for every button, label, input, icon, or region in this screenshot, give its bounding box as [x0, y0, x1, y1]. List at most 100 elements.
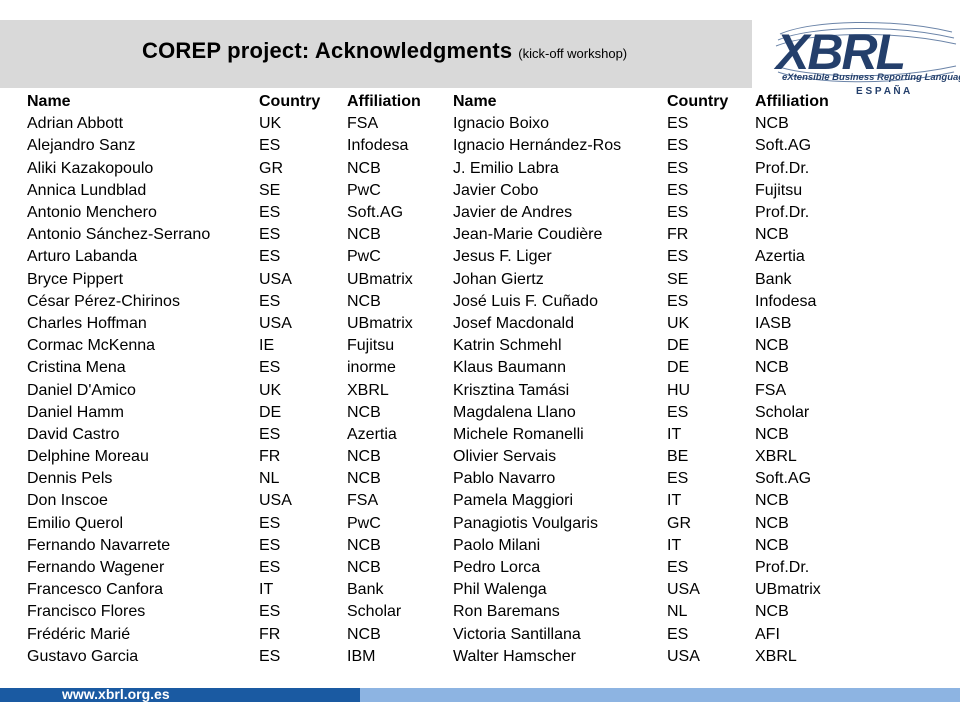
cell-name: David Castro — [27, 425, 120, 443]
table-row: Dennis Pels NL NCB Pablo Navarro ES Soft.AG — [27, 468, 847, 490]
cell-affiliation: Infodesa — [347, 137, 409, 155]
cell-name: Cristina Mena — [27, 359, 126, 377]
table-row: Francisco Flores ES Scholar Ron Baremans NL N… — [27, 601, 847, 623]
table-row: Antonio Menchero ES Soft.AG Javier de Andre… — [27, 202, 847, 224]
cell-affiliation: UBmatrix — [347, 270, 413, 288]
cell-affiliation-2: XBRL — [755, 647, 797, 665]
cell-affiliation: inorme — [347, 359, 396, 377]
cell-country-2: ES — [667, 115, 689, 133]
cell-country: ES — [259, 137, 281, 155]
cell-name-2: José Luis F. Cuñado — [453, 292, 598, 310]
cell-affiliation: FSA — [347, 115, 379, 133]
cell-affiliation: NCB — [347, 448, 381, 466]
cell-country-2: ES — [667, 625, 689, 643]
footer-bar-dark — [0, 688, 360, 702]
cell-name-2: Victoria Santillana — [453, 625, 581, 643]
col-header-name-2: Name — [453, 93, 497, 111]
cell-affiliation: Soft.AG — [347, 204, 404, 222]
table-row: Don Inscoe USA FSA Pamela Maggiori IT NCB — [27, 490, 847, 512]
cell-name: Francisco Flores — [27, 603, 146, 621]
cell-country: ES — [259, 204, 281, 222]
cell-affiliation: UBmatrix — [347, 314, 413, 332]
title-subtitle: (kick-off workshop) — [518, 46, 628, 61]
cell-country: SE — [259, 181, 281, 199]
cell-name-2: Ignacio Boixo — [453, 115, 550, 133]
cell-name-2: Pamela Maggiori — [453, 492, 574, 510]
cell-name-2: Pedro Lorca — [453, 559, 541, 577]
cell-country-2: DE — [667, 359, 690, 377]
cell-country-2: ES — [667, 559, 689, 577]
cell-affiliation-2: Prof.Dr. — [755, 159, 810, 177]
cell-affiliation: PwC — [347, 248, 381, 266]
cell-name-2: Krisztina Tamási — [453, 381, 570, 399]
cell-country: UK — [259, 381, 282, 399]
table-row: Fernando Navarrete ES NCB Paolo Milani IT NCB — [27, 535, 847, 557]
cell-country: ES — [259, 292, 281, 310]
cell-name-2: Pablo Navarro — [453, 470, 556, 488]
cell-country: DE — [259, 403, 282, 421]
cell-country-2: NL — [667, 603, 688, 621]
cell-affiliation-2: Fujitsu — [755, 181, 803, 199]
cell-country-2: UK — [667, 314, 690, 332]
cell-country-2: IT — [667, 492, 682, 510]
table-row: César Pérez-Chirinos ES NCB José Luis F. Cu… — [27, 291, 847, 313]
table-row: Adrian Abbott UK FSA Ignacio Boixo ES NCB — [27, 113, 847, 135]
cell-country-2: ES — [667, 403, 689, 421]
cell-name: Emilio Querol — [27, 514, 124, 532]
cell-country: UK — [259, 115, 282, 133]
cell-name-2: Javier de Andres — [453, 204, 573, 222]
cell-country: ES — [259, 514, 281, 532]
cell-name: Daniel Hamm — [27, 403, 124, 421]
cell-affiliation-2: NCB — [755, 603, 789, 621]
cell-country-2: ES — [667, 292, 689, 310]
cell-affiliation: PwC — [347, 514, 381, 532]
col-header-name: Name — [27, 93, 71, 111]
cell-affiliation: Scholar — [347, 603, 402, 621]
cell-name-2: Walter Hamscher — [453, 647, 576, 665]
cell-name-2: Magdalena Llano — [453, 403, 576, 421]
cell-name: Arturo Labanda — [27, 248, 138, 266]
cell-affiliation-2: Prof.Dr. — [755, 204, 810, 222]
cell-name-2: Panagiotis Voulgaris — [453, 514, 598, 532]
cell-name-2: Katrin Schmehl — [453, 337, 562, 355]
cell-name: Dennis Pels — [27, 470, 113, 488]
cell-name: Fernando Wagener — [27, 559, 165, 577]
cell-country-2: ES — [667, 248, 689, 266]
cell-affiliation-2: NCB — [755, 514, 789, 532]
cell-country-2: IT — [667, 425, 682, 443]
cell-affiliation: XBRL — [347, 381, 389, 399]
cell-affiliation: FSA — [347, 492, 379, 510]
cell-affiliation-2: NCB — [755, 536, 789, 554]
table-row: Alejandro Sanz ES Infodesa Ignacio Hernánde… — [27, 135, 847, 157]
cell-name: Daniel D'Amico — [27, 381, 136, 399]
title-band — [0, 20, 752, 88]
table-row: Cormac McKenna IE Fujitsu Katrin Schmehl DE N… — [27, 335, 847, 357]
col-header-affiliation-2: Affiliation — [755, 93, 829, 111]
title-main: COREP project: Acknowledgments — [142, 38, 513, 63]
cell-name: Adrian Abbott — [27, 115, 124, 133]
cell-affiliation-2: NCB — [755, 425, 789, 443]
table-row: Fernando Wagener ES NCB Pedro Lorca ES Prof.D… — [27, 557, 847, 579]
cell-country-2: SE — [667, 270, 689, 288]
cell-affiliation: NCB — [347, 559, 381, 577]
cell-country-2: GR — [667, 514, 691, 532]
cell-name: Alejandro Sanz — [27, 137, 136, 155]
cell-country: USA — [259, 314, 292, 332]
cell-country: ES — [259, 248, 281, 266]
cell-country-2: USA — [667, 647, 700, 665]
svg-text:E S P A Ñ A: E S P A Ñ A — [856, 84, 910, 97]
cell-country: ES — [259, 603, 281, 621]
cell-affiliation-2: NCB — [755, 226, 789, 244]
col-header-affiliation: Affiliation — [347, 93, 421, 111]
cell-name: Cormac McKenna — [27, 337, 156, 355]
cell-name: Fernando Navarrete — [27, 536, 171, 554]
cell-country-2: HU — [667, 381, 691, 399]
cell-name-2: Jean-Marie Coudière — [453, 226, 603, 244]
cell-affiliation-2: NCB — [755, 492, 789, 510]
table-row: Antonio Sánchez-Serrano ES NCB Jean-Marie C… — [27, 224, 847, 246]
cell-affiliation: NCB — [347, 403, 381, 421]
cell-name: Don Inscoe — [27, 492, 108, 510]
slide-title: COREP project: Acknowledgments (kick-off … — [142, 38, 627, 64]
footer-url[interactable]: www.xbrl.org.es — [62, 686, 170, 702]
table-row: Delphine Moreau FR NCB Olivier Servais BE XBR… — [27, 446, 847, 468]
